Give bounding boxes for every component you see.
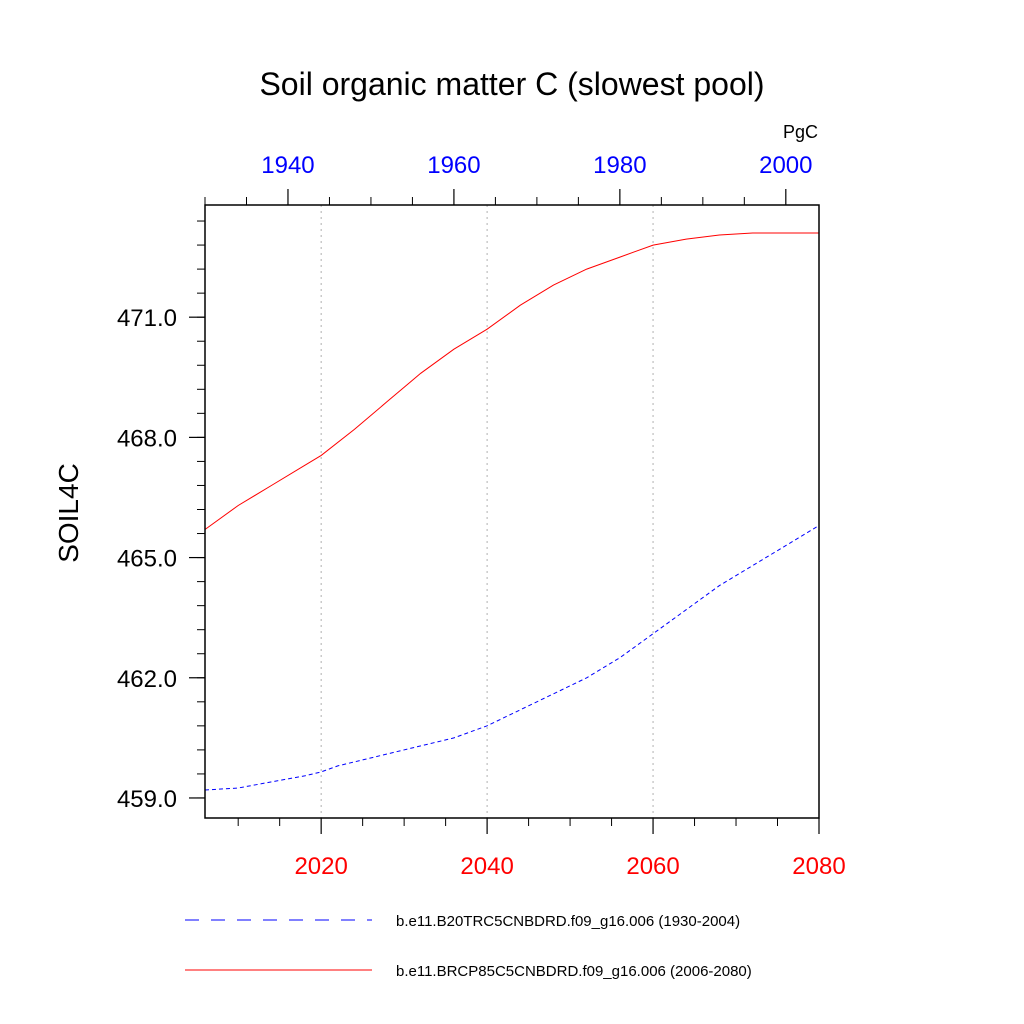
x-bottom-tick-label: 2040 <box>460 853 513 880</box>
legend: b.e11.B20TRC5CNBDRD.f09_g16.006 (1930-20… <box>185 913 752 980</box>
units-label: PgC <box>783 122 818 142</box>
y-tick-label: 471.0 <box>117 305 177 332</box>
legend-label-series-1: b.e11.B20TRC5CNBDRD.f09_g16.006 (1930-20… <box>396 913 740 930</box>
x-bottom-tick-label: 2060 <box>626 853 679 880</box>
y-tick-label: 462.0 <box>117 666 177 693</box>
y-axis-label: SOIL4C <box>53 463 84 563</box>
y-tick-label: 465.0 <box>117 546 177 573</box>
grid-lines <box>320 205 654 818</box>
x-top-tick-label: 1940 <box>261 152 314 179</box>
y-tick-label: 459.0 <box>117 786 177 813</box>
series-line-1 <box>204 525 820 791</box>
x-axis-top: 1940 1960 1980 2000 <box>204 152 813 205</box>
series-group <box>204 232 820 791</box>
x-top-tick-label: 1980 <box>593 152 646 179</box>
legend-label-series-2: b.e11.BRCP85C5CNBDRD.f09_g16.006 (2006-2… <box>396 963 752 980</box>
y-axis: 459.0 462.0 465.0 468.0 471.0 <box>117 220 205 813</box>
x-bottom-tick-label: 2080 <box>792 853 845 880</box>
plot-frame <box>204 204 820 819</box>
x-axis-bottom: 2020 2040 2060 2080 <box>237 818 846 880</box>
series-line-2 <box>204 232 819 530</box>
y-tick-label: 468.0 <box>117 425 177 452</box>
chart-title: Soil organic matter C (slowest pool) <box>259 66 764 102</box>
x-top-tick-label: 2000 <box>759 152 812 179</box>
x-top-tick-label: 1960 <box>427 152 480 179</box>
x-bottom-tick-label: 2020 <box>294 853 347 880</box>
